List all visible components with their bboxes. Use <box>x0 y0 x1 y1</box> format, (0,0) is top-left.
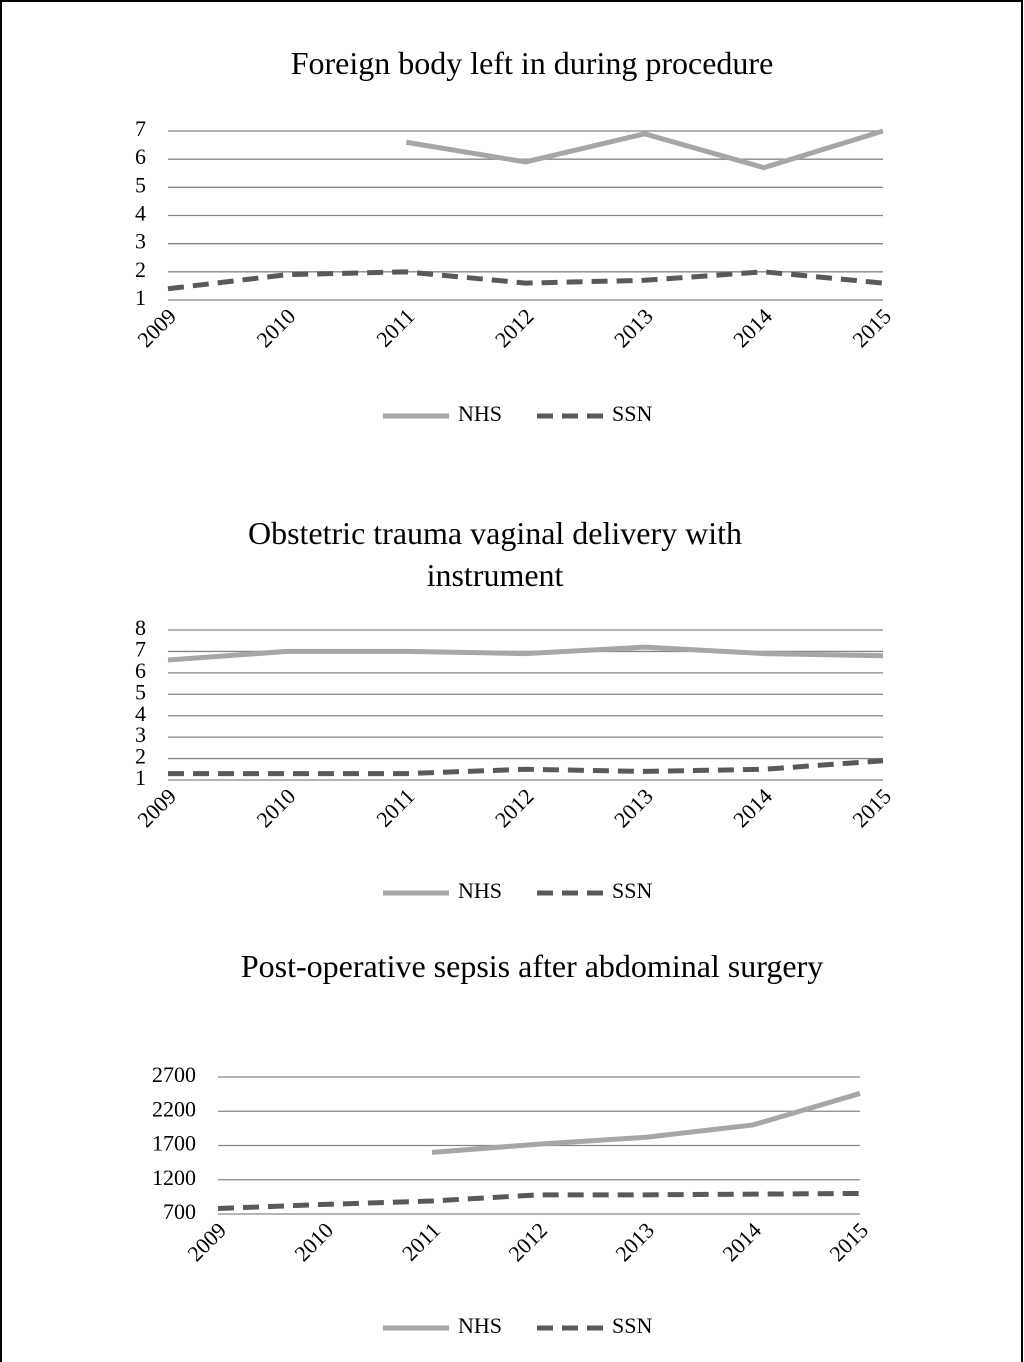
x-tick-label: 2013 <box>609 303 658 352</box>
legend-label: NHS <box>458 401 502 426</box>
x-tick-label: 2015 <box>847 303 896 352</box>
legend-label: NHS <box>458 878 502 903</box>
legend-label: SSN <box>612 878 652 903</box>
x-tick-label: 2012 <box>490 783 539 832</box>
y-tick-label: 2700 <box>152 1062 196 1087</box>
y-tick-label: 2200 <box>152 1096 196 1121</box>
series-line <box>217 1190 861 1212</box>
chart-title: Obstetric trauma vaginal delivery with i… <box>247 515 743 593</box>
y-tick-label: 4 <box>135 701 146 726</box>
y-tick-label: 6 <box>135 144 146 169</box>
x-tick-label: 2010 <box>289 1217 338 1266</box>
y-tick-label: 7 <box>135 116 146 141</box>
series-line <box>405 128 884 171</box>
y-tick-label: 1700 <box>152 1131 196 1156</box>
x-tick-label: 2014 <box>728 783 777 832</box>
y-tick-label: 700 <box>163 1199 196 1224</box>
x-tick-label: 2013 <box>609 783 658 832</box>
x-tick-label: 2011 <box>371 303 419 351</box>
legend-label: SSN <box>612 401 652 426</box>
x-tick-label: 2011 <box>371 783 419 831</box>
y-tick-label: 8 <box>135 615 146 640</box>
x-tick-label: 2010 <box>251 783 300 832</box>
x-tick-label: 2015 <box>847 783 896 832</box>
y-tick-label: 1 <box>135 765 146 790</box>
y-tick-label: 4 <box>135 201 146 226</box>
series-line <box>167 644 884 663</box>
x-tick-label: 2014 <box>728 303 777 352</box>
y-tick-label: 5 <box>135 172 146 197</box>
series-line <box>431 1091 861 1155</box>
chart-title: Post-operative sepsis after abdominal su… <box>240 948 824 984</box>
y-tick-label: 2 <box>135 257 146 282</box>
legend-label: SSN <box>612 1313 652 1338</box>
y-tick-label: 1 <box>135 285 146 310</box>
y-tick-label: 5 <box>135 679 146 704</box>
x-tick-label: 2012 <box>503 1217 552 1266</box>
x-tick-label: 2010 <box>251 303 300 352</box>
y-tick-label: 1200 <box>152 1165 196 1190</box>
series-line <box>167 269 884 292</box>
series-line <box>168 758 884 777</box>
y-tick-label: 3 <box>135 722 146 747</box>
y-tick-label: 6 <box>135 658 146 683</box>
legend-label: NHS <box>458 1313 502 1338</box>
x-tick-label: 2012 <box>490 303 539 352</box>
x-tick-label: 2011 <box>397 1217 445 1265</box>
x-tick-label: 2009 <box>182 1217 231 1266</box>
chart-title: Foreign body left in during procedure <box>290 45 774 81</box>
x-tick-label: 2009 <box>132 303 181 352</box>
x-tick-label: 2014 <box>717 1217 766 1266</box>
y-tick-label: 7 <box>135 636 146 661</box>
y-tick-label: 2 <box>135 744 146 769</box>
x-tick-label: 2013 <box>610 1217 659 1266</box>
y-tick-label: 3 <box>135 229 146 254</box>
x-tick-label: 2015 <box>824 1217 873 1266</box>
x-tick-label: 2009 <box>132 783 181 832</box>
